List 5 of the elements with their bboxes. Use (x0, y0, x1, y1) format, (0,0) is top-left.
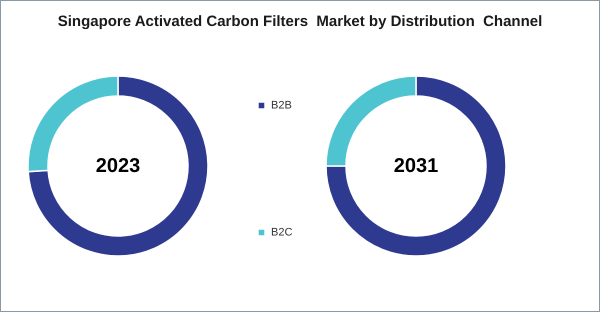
legend-label: B2C (271, 226, 292, 238)
legend-label: B2B (271, 100, 292, 112)
slice-label: 2031 (394, 155, 438, 177)
chart-title: Singapore Activated Carbon Filters Market by Distribution Channel (56, 13, 544, 30)
slice-label: 2023 (96, 155, 140, 177)
